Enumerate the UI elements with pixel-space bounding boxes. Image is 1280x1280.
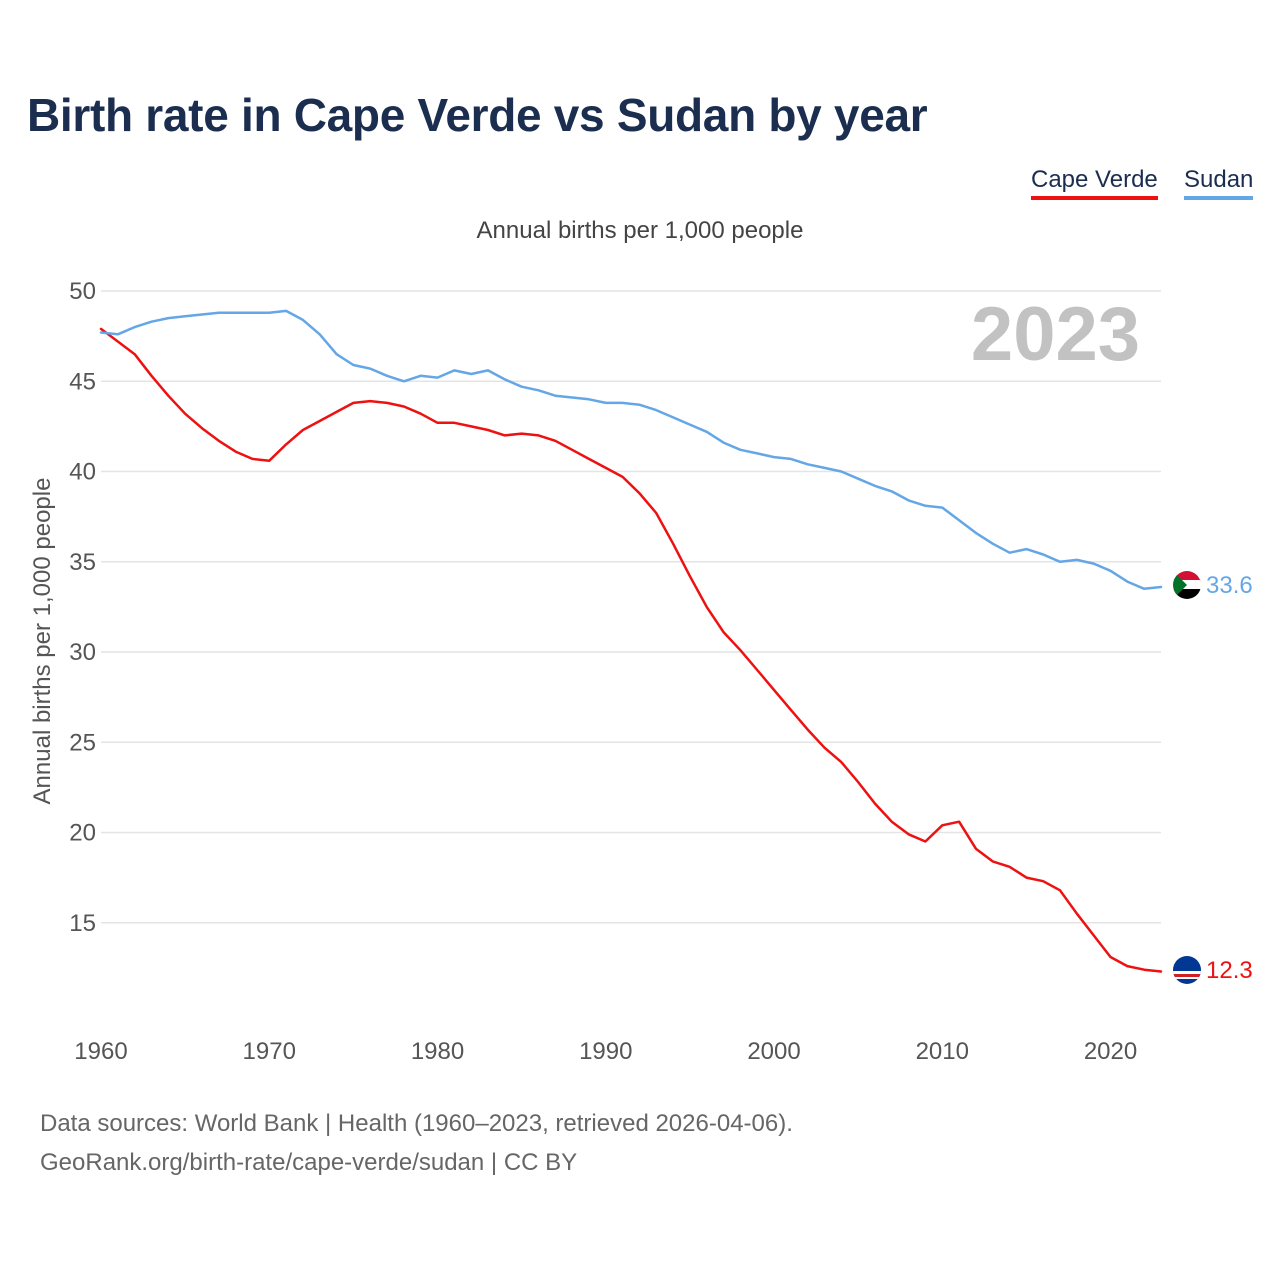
- x-tick-label-2020: 2020: [1084, 1038, 1137, 1065]
- y-tick-label-40: 40: [69, 459, 96, 486]
- footer-sources: Data sources: World Bank | Health (1960–…: [40, 1110, 793, 1137]
- y-tick-label-20: 20: [69, 820, 96, 847]
- x-tick-label-1970: 1970: [243, 1038, 296, 1065]
- footer-url: GeoRank.org/birth-rate/cape-verde/sudan …: [40, 1149, 578, 1176]
- x-tick-label-1980: 1980: [411, 1038, 464, 1065]
- y-tick-label-45: 45: [69, 368, 96, 395]
- y-tick-label-50: 50: [69, 278, 96, 305]
- end-value-label-cape-verde: 12.3: [1206, 957, 1253, 984]
- y-tick-label-30: 30: [69, 639, 96, 666]
- y-axis-ticks: 15 20 25 30 35 40 45 50: [69, 278, 96, 937]
- cape-verde-flag-icon: [1173, 956, 1201, 984]
- y-tick-label-25: 25: [69, 729, 96, 756]
- y-tick-label-35: 35: [69, 549, 96, 576]
- year-watermark: 2023: [971, 292, 1140, 377]
- sudan-flag-icon: [1173, 571, 1201, 599]
- y-axis-label: Annual births per 1,000 people: [29, 478, 56, 805]
- y-tick-label-15: 15: [69, 910, 96, 937]
- grid-lines: [101, 290, 1161, 924]
- legend-item-sudan[interactable]: Sudan: [1184, 166, 1254, 200]
- chart-title: Birth rate in Cape Verde vs Sudan by yea…: [27, 89, 928, 141]
- series-line-sudan: [99, 309, 1163, 591]
- series-line-cape-verde: [99, 327, 1163, 973]
- end-value-label-sudan: 33.6: [1206, 572, 1253, 599]
- x-tick-label-1990: 1990: [579, 1038, 632, 1065]
- x-axis-ticks: 1960 1970 1980 1990 2000 2010 2020: [74, 1038, 1137, 1065]
- x-tick-label-2010: 2010: [916, 1038, 969, 1065]
- chart-subtitle: Annual births per 1,000 people: [476, 217, 804, 244]
- x-tick-label-1960: 1960: [74, 1038, 127, 1065]
- x-tick-label-2000: 2000: [747, 1038, 800, 1065]
- footer: Data sources: World Bank | Health (1960–…: [40, 1104, 793, 1182]
- legend-item-cape-verde[interactable]: Cape Verde: [1031, 166, 1158, 200]
- line-chart: 15 20 25 30 35 40 45 50 1960 1970 1980 1990 2000 201…: [29, 278, 1253, 1065]
- series-lines: [99, 309, 1163, 973]
